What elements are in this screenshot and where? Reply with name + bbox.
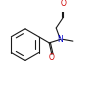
Text: O: O <box>49 53 55 62</box>
Text: O: O <box>60 0 66 8</box>
Text: N: N <box>58 35 64 44</box>
